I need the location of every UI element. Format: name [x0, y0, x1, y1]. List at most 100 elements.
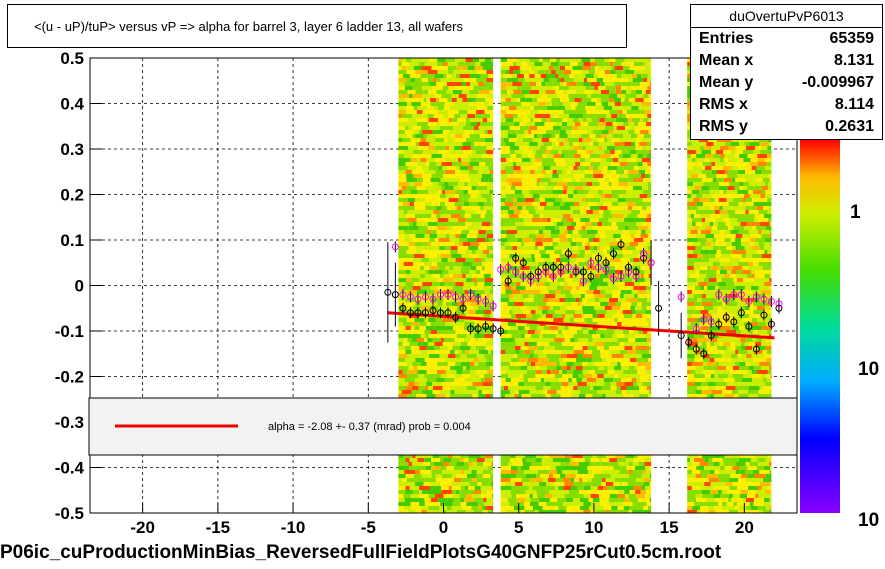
heatmap-cell: [555, 478, 563, 482]
heatmap-cell: [603, 346, 610, 350]
heatmap-cell: [617, 318, 628, 322]
heatmap-cell: [419, 354, 430, 358]
heatmap-cell: [638, 330, 644, 334]
heatmap-cell: [574, 338, 579, 342]
heatmap-cell: [631, 302, 638, 306]
heatmap-cell: [434, 346, 441, 350]
heatmap-cell: [482, 262, 492, 266]
heatmap-cell: [560, 98, 570, 102]
heatmap-cell: [476, 354, 485, 358]
heatmap-cell: [586, 110, 598, 114]
heatmap-cell: [753, 262, 759, 266]
heatmap-cell: [459, 154, 469, 158]
heatmap-cell: [584, 374, 593, 378]
heatmap-cell: [586, 322, 594, 326]
heatmap-cell: [575, 262, 579, 266]
heatmap-cell: [484, 310, 492, 314]
heatmap-cell: [515, 266, 521, 270]
heatmap-cell: [407, 166, 417, 170]
heatmap-cell: [513, 118, 523, 122]
heatmap-cell: [724, 230, 731, 234]
heatmap-cell: [543, 206, 553, 210]
heatmap-cell: [500, 286, 506, 290]
heatmap-cell: [486, 234, 494, 238]
heatmap-cell: [726, 198, 733, 202]
heatmap-cell: [609, 494, 618, 498]
heatmap-cell: [507, 498, 517, 502]
heatmap-cell: [506, 178, 517, 182]
heatmap-cell: [625, 198, 636, 202]
heatmap-cell: [440, 214, 451, 218]
heatmap-cell: [500, 262, 508, 266]
heatmap-cell: [467, 110, 477, 114]
heatmap-cell: [418, 226, 428, 230]
heatmap-cell: [398, 158, 407, 162]
heatmap-cell: [449, 294, 455, 298]
heatmap-cell: [468, 454, 474, 458]
heatmap-cell: [440, 458, 444, 462]
heatmap-cell: [563, 486, 572, 490]
heatmap-cell: [753, 150, 760, 154]
heatmap-cell: [509, 214, 519, 218]
heatmap-cell: [545, 90, 556, 94]
heatmap-cell: [439, 142, 448, 146]
heatmap-cell: [486, 362, 493, 366]
heatmap-cell: [621, 390, 626, 394]
heatmap-cell: [627, 266, 632, 270]
heatmap-cell: [640, 282, 648, 286]
heatmap-cell: [435, 182, 439, 186]
heatmap-cell: [425, 186, 431, 190]
heatmap-cell: [507, 222, 515, 226]
heatmap-cell: [687, 274, 691, 278]
heatmap-cell: [505, 286, 512, 290]
heatmap-cell: [700, 146, 704, 150]
heatmap-cell: [468, 246, 479, 250]
heatmap-cell: [619, 246, 627, 250]
heatmap-cell: [642, 314, 649, 318]
heatmap-cell: [480, 366, 491, 370]
heatmap-cell: [703, 146, 713, 150]
heatmap-cell: [724, 238, 731, 242]
heatmap-cell: [510, 454, 516, 458]
heatmap-cell: [700, 242, 706, 246]
heatmap-cell: [602, 110, 610, 114]
heatmap-cell: [550, 282, 561, 286]
heatmap-cell: [631, 378, 637, 382]
heatmap-cell: [525, 98, 533, 102]
heatmap-cell: [577, 150, 587, 154]
heatmap-cell: [485, 142, 490, 146]
heatmap-cell: [449, 234, 456, 238]
heatmap-cell: [649, 62, 652, 66]
heatmap-cell: [616, 126, 626, 130]
heatmap-cell: [563, 318, 570, 322]
heatmap-cell: [578, 142, 590, 146]
heatmap-cell: [424, 478, 436, 482]
heatmap-cell: [624, 382, 634, 386]
heatmap-cell: [398, 286, 403, 290]
heatmap-cell: [464, 250, 472, 254]
heatmap-cell: [472, 274, 484, 278]
heatmap-cell: [604, 366, 608, 370]
heatmap-cell: [646, 502, 652, 506]
heatmap-cell: [735, 298, 742, 302]
heatmap-cell: [534, 62, 543, 66]
heatmap-cell: [645, 174, 650, 178]
heatmap-cell: [398, 142, 405, 146]
heatmap-cell: [469, 134, 480, 138]
heatmap-cell: [768, 182, 772, 186]
heatmap-cell: [500, 510, 506, 513]
heatmap-cell: [579, 282, 583, 286]
heatmap-cell: [454, 114, 461, 118]
heatmap-cell: [545, 70, 552, 74]
heatmap-cell: [398, 178, 407, 182]
heatmap-cell: [457, 250, 465, 254]
heatmap-cell: [524, 470, 531, 474]
heatmap-cell: [468, 462, 474, 466]
heatmap-cell: [469, 326, 474, 330]
heatmap-cell: [398, 314, 409, 318]
heatmap-cell: [578, 230, 587, 234]
heatmap-cell: [484, 478, 494, 482]
heatmap-cell: [590, 58, 595, 62]
heatmap-cell: [434, 198, 439, 202]
heatmap-cell: [605, 478, 610, 482]
